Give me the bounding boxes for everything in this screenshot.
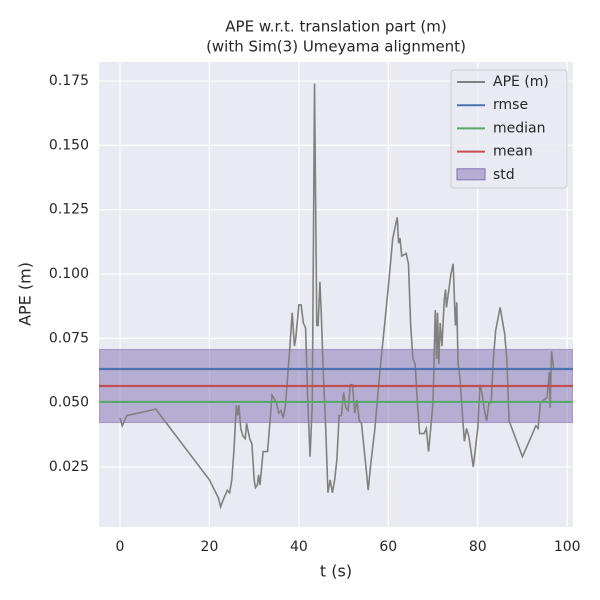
x-tick-label: 100 xyxy=(554,539,581,555)
y-tick-label: 0.100 xyxy=(49,266,89,282)
x-tick-label: 40 xyxy=(290,539,308,555)
legend-box xyxy=(450,69,568,189)
x-tick-label: 0 xyxy=(116,539,125,555)
ape-line xyxy=(119,83,555,510)
legend-label: rmse xyxy=(493,97,528,113)
legend-label: mean xyxy=(493,144,533,160)
x-axis-label: t (s) xyxy=(320,562,352,581)
y-tick-label: 0.075 xyxy=(49,330,89,346)
legend-label: APE (m) xyxy=(493,74,549,90)
legend-label: std xyxy=(493,167,515,183)
x-tick-label: 60 xyxy=(379,539,397,555)
y-tick-label: 0.025 xyxy=(49,459,89,475)
x-tick-label: 20 xyxy=(201,539,219,555)
y-axis-label: APE (m) xyxy=(16,262,35,326)
y-tick-label: 0.175 xyxy=(49,73,89,89)
legend-swatch xyxy=(456,168,486,181)
chart-title: APE w.r.t. translation part (m) xyxy=(225,18,446,36)
x-tick-label: 80 xyxy=(469,539,487,555)
y-tick-label: 0.125 xyxy=(49,202,89,218)
legend-label: median xyxy=(493,120,545,136)
y-tick-label: 0.050 xyxy=(49,395,89,411)
plot xyxy=(99,83,573,510)
chart-subtitle: (with Sim(3) Umeyama alignment) xyxy=(206,38,466,56)
y-tick-label: 0.150 xyxy=(49,137,89,153)
